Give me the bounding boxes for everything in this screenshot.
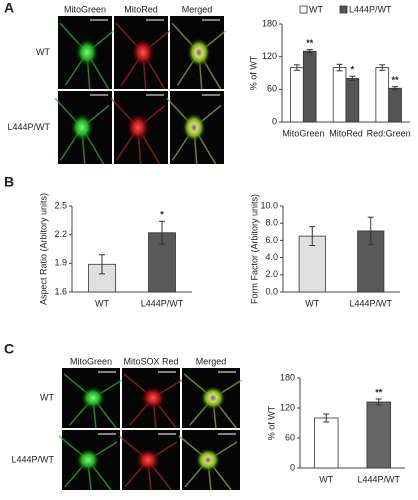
error-bar	[306, 49, 313, 54]
error-bar	[336, 63, 343, 72]
x-tick-label: L444P/WT	[357, 474, 400, 484]
cell-body	[131, 37, 155, 68]
y-tick-label: 0	[272, 116, 277, 126]
y-tick-label: 120	[262, 51, 277, 61]
image-row-label: WT	[40, 392, 54, 402]
y-tick-label: 0	[290, 462, 295, 472]
significance-label: **	[306, 38, 314, 48]
bar	[148, 232, 176, 293]
bar	[388, 87, 402, 123]
x-tick-label: Red:Green	[367, 128, 411, 138]
x-tick-label: MitoGreen	[282, 128, 324, 138]
cell-body	[126, 112, 150, 143]
cell-body	[75, 448, 101, 472]
x-tick-label: WT	[95, 298, 109, 308]
y-axis-label: Form Factor (Arbitory units)	[249, 194, 259, 304]
legend-label: WT	[309, 4, 323, 14]
panel-label: C	[4, 341, 14, 357]
image-column-label: MitoGreen	[64, 4, 106, 14]
y-tick-label: 60	[285, 432, 295, 442]
y-tick-label: 180	[262, 18, 277, 28]
y-tick-label: 2.2	[54, 229, 67, 239]
panel-label: A	[4, 0, 14, 16]
error-bar	[379, 64, 386, 71]
error-bar	[99, 254, 105, 275]
cell-body	[182, 112, 206, 143]
cell-body	[75, 37, 99, 68]
error-bar	[159, 220, 165, 245]
image-column-label: Merged	[182, 4, 213, 14]
error-bar	[375, 398, 382, 406]
cell-body	[187, 37, 211, 68]
y-tick-label: 1.9	[54, 258, 67, 268]
cell-body	[80, 386, 106, 410]
y-axis-label: Aspect Ratio (Arbitory units)	[38, 193, 48, 305]
cell-body	[135, 448, 161, 472]
image-row-label: WT	[36, 47, 50, 57]
x-tick-label: MitoRed	[329, 128, 363, 138]
error-bar	[392, 86, 399, 91]
error-bar	[349, 75, 356, 82]
bar	[375, 67, 390, 123]
x-tick-label: L444P/WT	[349, 298, 392, 308]
error-bar	[309, 226, 316, 247]
significance-label: *	[351, 65, 355, 75]
error-bar	[367, 216, 374, 246]
y-tick-label: 10.0	[260, 200, 278, 210]
image-row-label: L444P/WT	[7, 122, 50, 132]
y-tick-label: 1.6	[54, 286, 67, 296]
image-column-label: Merged	[196, 356, 227, 366]
y-tick-label: 2.5	[54, 200, 67, 210]
x-tick-label: WT	[319, 474, 333, 484]
cell-body	[70, 112, 94, 143]
bar	[366, 401, 391, 469]
image-column-label: MitoRed	[124, 4, 158, 14]
bar	[345, 78, 360, 123]
y-tick-label: 120	[280, 402, 295, 412]
y-tick-label: 4.0	[265, 252, 278, 262]
image-column-label: MitoGreen	[70, 356, 112, 366]
significance-label: *	[160, 210, 164, 220]
significance-label: **	[375, 387, 383, 397]
bar	[314, 417, 339, 469]
bar	[302, 50, 317, 123]
image-column-label: MitoSOX Red	[123, 356, 178, 366]
legend-swatch	[339, 5, 348, 14]
error-bar	[323, 413, 330, 423]
y-tick-label: 8.0	[265, 218, 278, 228]
x-tick-label: L444P/WT	[141, 298, 184, 308]
y-tick-label: 60	[267, 84, 277, 94]
y-axis-label: % of WT	[266, 405, 276, 440]
legend-label: L444P/WT	[349, 4, 392, 14]
significance-label: **	[392, 75, 400, 85]
y-axis-label: % of WT	[248, 55, 258, 90]
cell-body	[200, 386, 226, 410]
bar	[290, 67, 304, 123]
y-tick-label: 0.0	[265, 286, 278, 296]
y-tick-label: 2.0	[265, 269, 278, 279]
error-bar	[293, 64, 300, 71]
bar	[332, 67, 347, 123]
y-tick-label: 6.0	[265, 235, 278, 245]
cell-body	[195, 448, 221, 472]
y-tick-label: 180	[280, 372, 295, 382]
image-row-label: L444P/WT	[11, 454, 54, 464]
panel-label: B	[4, 174, 14, 190]
cell-body	[140, 386, 166, 410]
legend-swatch	[299, 5, 308, 14]
x-tick-label: WT	[305, 298, 319, 308]
